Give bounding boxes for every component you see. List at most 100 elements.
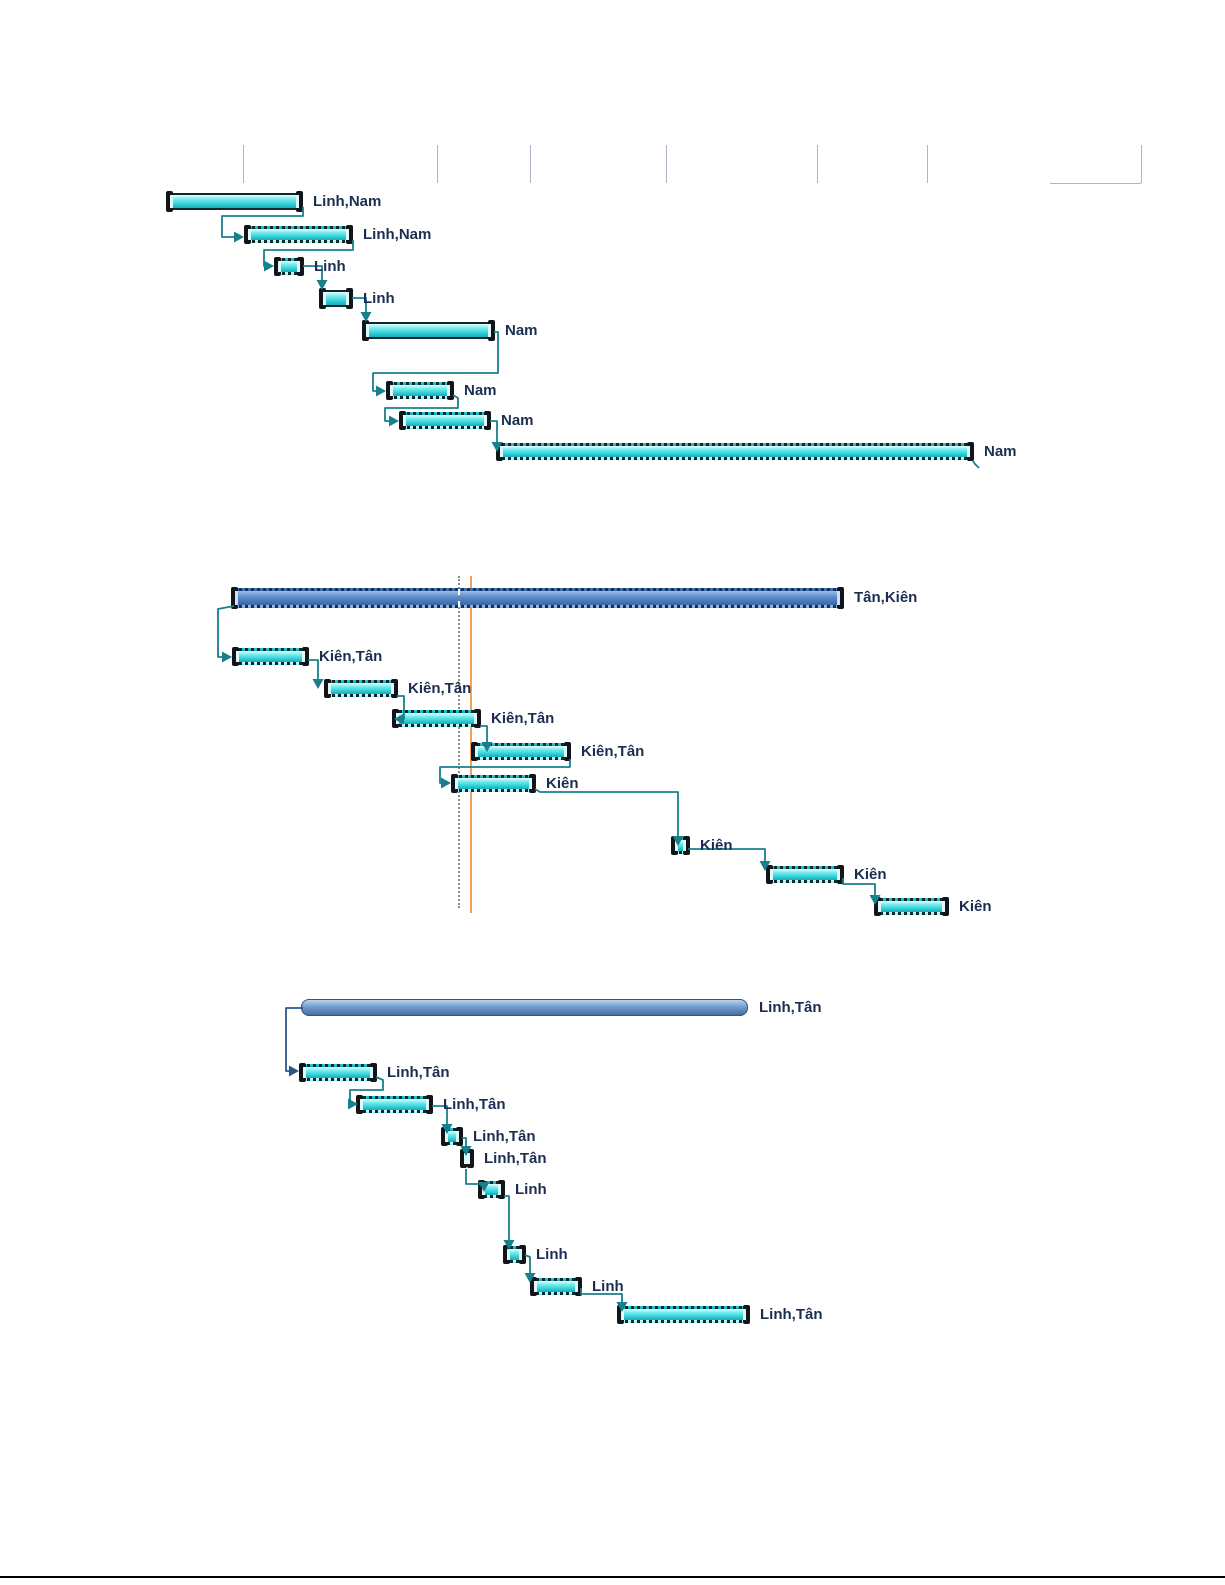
- bar-end-bracket: [467, 1149, 474, 1168]
- task-bar-c3[interactable]: [356, 1095, 433, 1114]
- resource-label-c9: Linh,Tân: [760, 1305, 823, 1323]
- bar-end-bracket: [484, 411, 491, 430]
- link-line-a7-a8: [490, 420, 498, 444]
- bar-end-bracket: [942, 897, 949, 916]
- bar-end-bracket: [474, 709, 481, 728]
- task-bar-a7[interactable]: [399, 411, 491, 430]
- bar-start-bracket: [274, 257, 281, 276]
- task-bar-a3[interactable]: [274, 257, 304, 276]
- link-arrowhead: [289, 1065, 299, 1077]
- task-bar-c2[interactable]: [299, 1063, 377, 1082]
- bar-start-bracket: [299, 1063, 306, 1082]
- bar-start-bracket: [399, 411, 406, 430]
- task-bar-b4[interactable]: [392, 709, 481, 728]
- bar-end-bracket: [743, 1305, 750, 1324]
- resource-label-c7: Linh: [536, 1245, 568, 1263]
- bar-start-bracket: [471, 742, 478, 761]
- resource-label-b8: Kiên: [854, 865, 887, 883]
- task-bar-a4[interactable]: [319, 288, 353, 309]
- timescale-tick: [1141, 145, 1142, 183]
- link-arrowhead: [389, 415, 399, 427]
- task-bar-b8[interactable]: [766, 865, 844, 884]
- link-line-c4-c5: [462, 1137, 467, 1148]
- task-bar-a8[interactable]: [496, 442, 974, 461]
- bar-start-bracket: [874, 897, 881, 916]
- link-line-c1-c2: [285, 1007, 303, 1072]
- link-line-a4-a5: [352, 297, 367, 314]
- bar-start-bracket: [324, 679, 331, 698]
- task-bar-b3[interactable]: [324, 679, 398, 698]
- resource-label-a7: Nam: [501, 411, 534, 429]
- link-line-c2-c3: [349, 1076, 384, 1105]
- link-line-a6-a7: [384, 394, 459, 422]
- link-arrowhead: [869, 895, 881, 905]
- timescale-baseline: [1050, 183, 1141, 184]
- resource-label-a1: Linh,Nam: [313, 192, 382, 210]
- bar-end-bracket: [346, 225, 353, 244]
- bar-start-bracket: [356, 1095, 363, 1114]
- task-bar-a6[interactable]: [386, 381, 454, 400]
- link-arrowhead: [394, 713, 404, 725]
- link-line-b2-b3: [308, 659, 319, 681]
- link-arrowhead: [478, 1182, 490, 1192]
- link-arrowhead: [503, 1240, 515, 1250]
- bar-start-bracket: [617, 1305, 624, 1324]
- task-bar-b9[interactable]: [874, 897, 949, 916]
- bar-end-bracket: [575, 1277, 582, 1296]
- link-line-b7-b8: [688, 848, 766, 863]
- link-arrowhead: [222, 651, 232, 663]
- resource-label-b6: Kiên: [546, 774, 579, 792]
- task-bar-b1[interactable]: [231, 587, 844, 609]
- task-bar-a5[interactable]: [362, 320, 495, 341]
- task-bar-c8[interactable]: [530, 1277, 582, 1296]
- link-line-b6-b7: [534, 788, 679, 838]
- link-line-a3-a4: [303, 265, 323, 282]
- bar-start-bracket: [362, 320, 369, 341]
- resource-label-c2: Linh,Tân: [387, 1063, 450, 1081]
- task-bar-c7[interactable]: [503, 1245, 526, 1264]
- task-bar-c9[interactable]: [617, 1305, 750, 1324]
- page-bottom-rule: [0, 1576, 1225, 1578]
- timescale-tick: [927, 145, 928, 183]
- task-bar-c5[interactable]: [460, 1149, 474, 1168]
- task-bar-b5[interactable]: [471, 742, 571, 761]
- bar-end-bracket: [391, 679, 398, 698]
- resource-label-b3: Kiên,Tân: [408, 679, 472, 697]
- resource-label-b1: Tân,Kiên: [854, 589, 918, 606]
- bar-start-bracket: [503, 1245, 510, 1264]
- link-arrowhead: [234, 231, 244, 243]
- timescale-tick: [666, 145, 667, 183]
- resource-label-b4: Kiên,Tân: [491, 709, 555, 727]
- resource-label-c8: Linh: [592, 1277, 624, 1295]
- bar-end-bracket: [498, 1180, 505, 1199]
- link-arrowhead: [264, 260, 274, 272]
- bar-end-bracket: [346, 288, 353, 309]
- bar-end-bracket: [519, 1245, 526, 1264]
- link-line-a8-stub: [972, 460, 980, 469]
- bar-start-bracket: [386, 381, 393, 400]
- link-arrowhead: [441, 1124, 453, 1134]
- task-bar-b6[interactable]: [451, 774, 536, 793]
- bar-start-bracket: [244, 225, 251, 244]
- link-arrowhead: [312, 679, 324, 689]
- bar-end-bracket: [837, 865, 844, 884]
- link-arrowhead: [759, 861, 771, 871]
- task-bar-b7[interactable]: [671, 836, 690, 855]
- bar-end-bracket: [370, 1063, 377, 1082]
- bar-end-bracket: [837, 587, 844, 609]
- resource-label-b9: Kiên: [959, 897, 992, 915]
- task-bar-a2[interactable]: [244, 225, 353, 244]
- timescale-tick: [243, 145, 244, 183]
- bar-start-bracket: [441, 1127, 448, 1146]
- resource-label-c4: Linh,Tân: [473, 1127, 536, 1145]
- resource-label-b2: Kiên,Tân: [319, 647, 383, 665]
- task-bar-a1[interactable]: [166, 191, 303, 212]
- link-arrowhead: [316, 280, 328, 290]
- link-arrowhead: [460, 1146, 472, 1156]
- link-arrowhead: [524, 1273, 536, 1283]
- resource-label-a5: Nam: [505, 321, 538, 339]
- link-arrowhead: [441, 777, 451, 789]
- timescale-tick: [530, 145, 531, 183]
- task-bar-b2[interactable]: [232, 647, 309, 666]
